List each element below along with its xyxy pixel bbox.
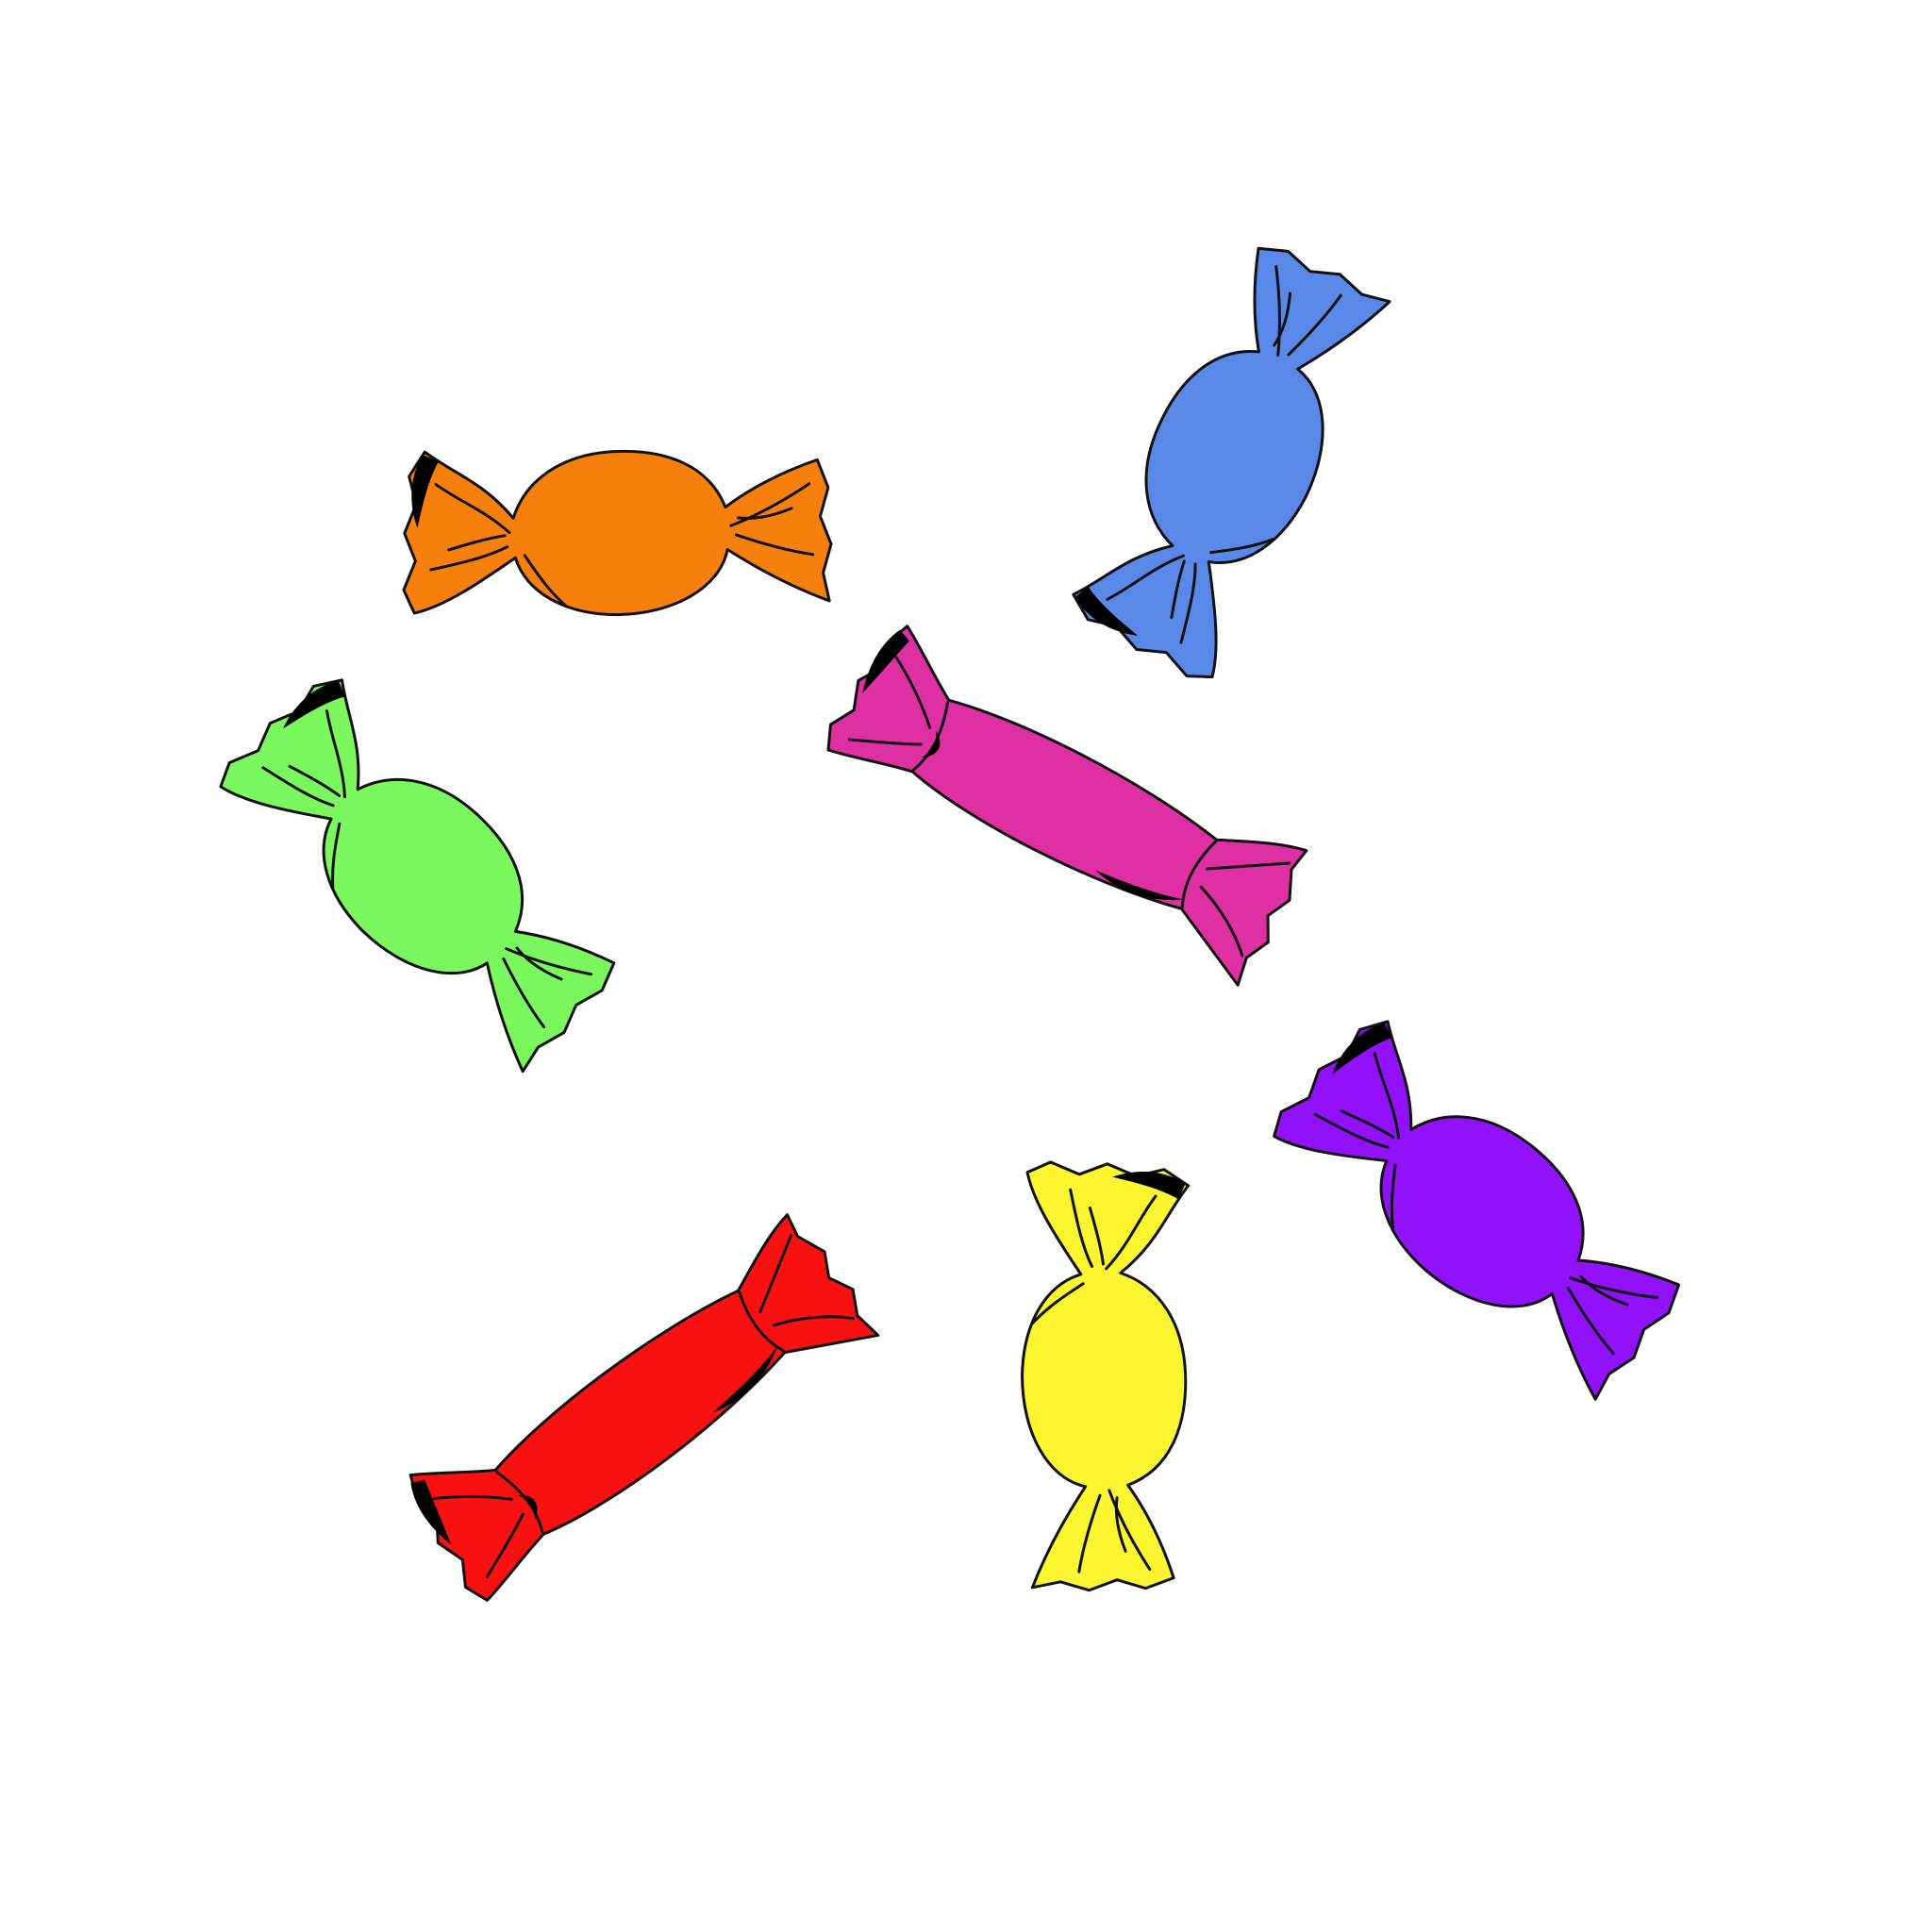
candy-blue — [1060, 226, 1396, 692]
candy-yellow — [1013, 1156, 1204, 1594]
candy-green — [204, 659, 641, 1078]
candy-pink — [808, 613, 1324, 991]
candy-purple — [1257, 1002, 1706, 1407]
candy-orange — [394, 429, 836, 628]
candy-red — [390, 1193, 886, 1626]
